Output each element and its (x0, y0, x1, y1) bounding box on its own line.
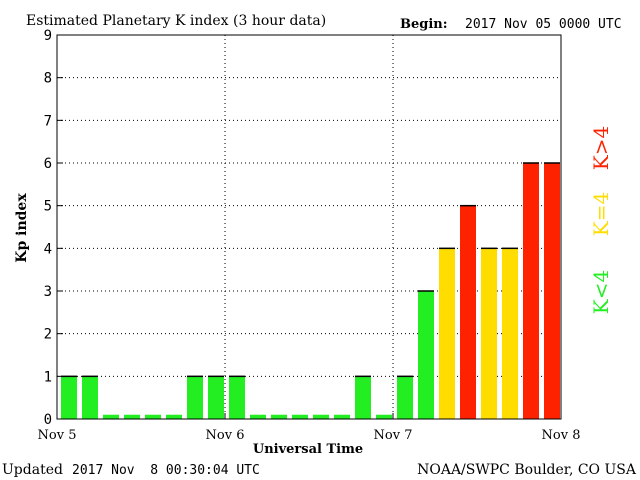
kp-bar (250, 414, 266, 419)
kp-bar (313, 414, 329, 419)
kp-bar (229, 376, 245, 419)
kp-bar (334, 414, 350, 419)
kp-bar (61, 376, 77, 419)
y-tick-label: 6 (44, 156, 52, 172)
kp-bar (103, 414, 119, 419)
x-tick-labels: Nov 5 Nov 6 Nov 7 Nov 8 (38, 413, 581, 443)
kp-bar (418, 291, 434, 419)
y-tick-label: 9 (44, 28, 52, 44)
kp-bar (124, 414, 140, 419)
begin-value: 2017 Nov 05 0000 UTC (465, 17, 622, 32)
x-tick-label: Nov 5 (38, 428, 77, 443)
x-tick-label: Nov 8 (542, 428, 581, 443)
kp-bar (208, 376, 224, 419)
y-tick-label: 4 (44, 241, 52, 257)
kp-bar (292, 414, 308, 419)
chart-title: Estimated Planetary K index (3 hour data… (26, 13, 326, 29)
x-tick-label: Nov 7 (374, 428, 413, 443)
kp-bar (355, 376, 371, 419)
y-tick-label: 3 (44, 284, 52, 300)
kp-bar (376, 414, 392, 419)
kp-bar (439, 248, 455, 419)
updated-value: 2017 Nov 8 00:30:04 UTC (72, 463, 260, 478)
legend-equal: K=4 (589, 192, 613, 236)
legend-low: K<4 (589, 270, 613, 314)
source-credit: NOAA/SWPC Boulder, CO USA (417, 462, 637, 478)
y-tick-label: 5 (44, 199, 52, 215)
kp-bar (166, 414, 182, 419)
kp-bar (82, 376, 98, 419)
kp-bar (523, 163, 539, 419)
kp-bar (145, 414, 161, 419)
kp-bar (544, 163, 560, 419)
x-axis-label: Universal Time (253, 442, 363, 457)
x-tick-label: Nov 6 (206, 428, 245, 443)
kp-bar (271, 414, 287, 419)
kp-bar (460, 205, 476, 419)
begin-label: Begin: (400, 17, 448, 32)
y-tick-label: 7 (44, 113, 52, 129)
y-tick-labels: 0 1 2 3 4 5 6 7 8 9 (44, 28, 63, 428)
y-tick-label: 0 (44, 412, 52, 428)
kp-bar (502, 248, 518, 419)
y-tick-label: 8 (44, 71, 52, 87)
kp-bar (187, 376, 203, 419)
y-tick-label: 2 (44, 327, 52, 343)
plot-frame (56, 34, 562, 420)
updated-label: Updated (2, 462, 63, 478)
kp-bar (397, 376, 413, 419)
y-axis-label: Kp index (14, 193, 30, 263)
legend-high: K>4 (589, 126, 613, 170)
kp-bar (481, 248, 497, 419)
bars (61, 162, 560, 419)
y-tick-label: 1 (44, 369, 52, 385)
